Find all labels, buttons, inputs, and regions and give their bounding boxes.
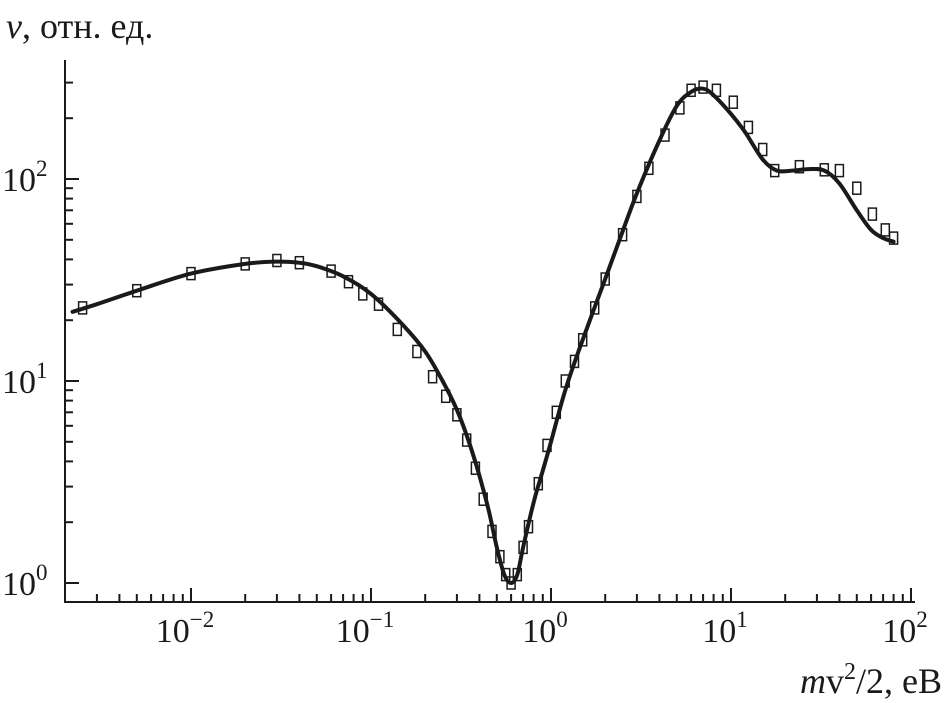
data-point-marker: [769, 163, 780, 178]
data-point-marker: [358, 287, 368, 301]
data-point-marker: [675, 101, 685, 115]
data-point-marker: [461, 433, 472, 447]
x-axis-label-tail: /2, eB: [856, 661, 942, 701]
x-tick-label-base: 10: [156, 613, 190, 650]
data-point-marker: [632, 189, 642, 204]
data-point-marker: [240, 257, 250, 271]
data-point-marker: [577, 333, 588, 347]
series-line: [70, 86, 896, 585]
data-point-marker: [551, 405, 562, 420]
data-point-marker: [644, 161, 654, 176]
x-axis-label-sup: 2: [844, 659, 856, 685]
axis-ticks: [65, 81, 912, 602]
data-point-marker: [569, 354, 580, 369]
data-point-marker: [512, 567, 523, 582]
x-axis-label-mass: m: [800, 661, 826, 701]
data-point-marker: [500, 567, 511, 582]
data-point-marker: [132, 283, 142, 298]
data-point-marker: [427, 369, 438, 384]
x-tick-label-exponent: −2: [190, 607, 214, 632]
data-point-marker: [560, 374, 571, 388]
y-tick-label-exponent: 2: [36, 156, 48, 181]
data-point-marker: [478, 492, 488, 506]
data-point-marker: [834, 163, 845, 178]
data-point-marker: [518, 540, 528, 555]
data-point-marker: [533, 476, 544, 491]
y-axis-label: v, отн. ед.: [6, 6, 153, 46]
data-point-marker: [589, 301, 600, 315]
x-tick-label-base: 10: [882, 613, 916, 650]
data-point-marker: [711, 83, 722, 98]
y-tick-label: 100: [2, 560, 48, 603]
data-point-marker: [743, 120, 754, 135]
data-point-marker: [698, 80, 708, 94]
data-point-marker: [728, 95, 739, 109]
x-tick-label-base: 10: [336, 613, 370, 650]
y-tick-label-exponent: 1: [36, 358, 48, 383]
x-tick-label-exponent: 0: [556, 607, 568, 632]
data-point-marker: [880, 223, 891, 237]
y-tick-label-exponent: 0: [36, 560, 48, 585]
x-tick-label-base: 10: [522, 613, 556, 650]
data-point-marker: [794, 159, 805, 174]
data-point-marker: [440, 389, 451, 404]
x-tick-label: 100: [522, 607, 568, 650]
data-point-marker: [470, 461, 481, 475]
data-point-marker: [272, 253, 282, 268]
data-point-marker: [487, 524, 497, 539]
data-point-marker: [77, 301, 88, 315]
data-point-marker: [373, 297, 384, 311]
data-point-marker: [326, 264, 336, 278]
data-point-marker: [495, 549, 505, 564]
y-tick-label: 101: [2, 358, 48, 401]
x-axis-label-velocity: v: [826, 661, 844, 701]
x-tick-label-base: 10: [702, 613, 736, 650]
data-point-marker: [412, 344, 422, 359]
x-tick-label: 10−1: [336, 607, 394, 650]
plot-area: [70, 80, 899, 590]
x-tick-label: 101: [702, 607, 748, 650]
data-point-marker: [867, 207, 878, 221]
data-point-marker: [392, 322, 403, 337]
data-point-marker: [852, 181, 862, 195]
data-point-marker: [452, 408, 462, 422]
y-tick-label-base: 10: [2, 162, 36, 199]
data-point-marker: [660, 128, 670, 142]
data-point-marker: [186, 266, 196, 281]
data-point-marker: [343, 274, 354, 289]
y-tick-label-base: 10: [2, 566, 36, 603]
x-tick-label-exponent: 2: [916, 607, 928, 632]
data-point-marker: [523, 519, 534, 534]
y-axis-label-text: , отн. ед.: [22, 6, 153, 46]
x-tick-label-exponent: −1: [370, 607, 394, 632]
y-tick-label: 102: [2, 156, 48, 199]
data-point-marker: [686, 83, 696, 98]
x-tick-label: 10−2: [156, 607, 214, 650]
y-axis-label-symbol: v: [6, 6, 22, 46]
data-point-marker: [617, 227, 628, 242]
data-point-marker: [506, 576, 516, 590]
data-point-marker: [819, 163, 830, 177]
data-point-marker: [888, 231, 899, 245]
x-tick-label: 102: [882, 607, 928, 650]
data-point-marker: [542, 438, 552, 453]
x-tick-label-exponent: 1: [736, 607, 748, 632]
data-point-marker: [600, 272, 610, 286]
y-tick-label-base: 10: [2, 364, 36, 401]
data-point-marker: [757, 142, 768, 157]
x-axis-label: mv2/2, eB: [800, 659, 942, 701]
data-point-marker: [294, 255, 305, 270]
